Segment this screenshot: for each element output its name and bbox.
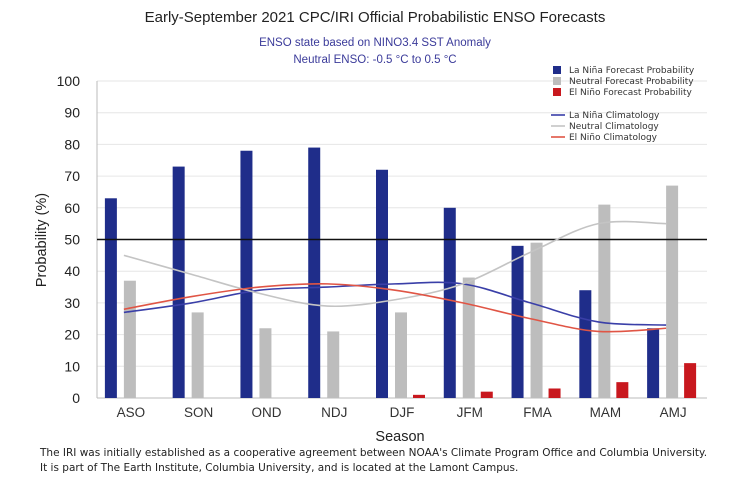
bar-el-fma <box>548 388 561 398</box>
bar-neutral-son <box>191 312 204 398</box>
chart-subtitle-line: Neutral ENSO: -0.5 °C to 0.5 °C <box>293 54 456 66</box>
x-tick-label: JFM <box>457 405 483 420</box>
bar-neutral-aso <box>123 280 136 398</box>
y-tick-label: 20 <box>64 327 80 343</box>
x-tick-label: MAM <box>590 405 622 420</box>
line-el-nino-climatology <box>123 282 667 333</box>
x-tick-label: NDJ <box>321 405 347 420</box>
bar-neutral-ond <box>259 328 272 398</box>
legend-label: El Niño Climatology <box>569 133 658 143</box>
y-tick-label: 80 <box>64 136 80 152</box>
legend-label: El Niño Forecast Probability <box>569 88 693 98</box>
bar-la-mam <box>579 290 592 398</box>
line-la-nina-climatology <box>123 281 667 326</box>
footnote-line-2: It is part of The Earth Institute, Colum… <box>40 462 519 474</box>
bar-neutral-jfm <box>462 277 475 398</box>
legend-label: La Niña Climatology <box>569 111 660 121</box>
y-tick-label: 50 <box>64 232 80 248</box>
bar-neutral-amj <box>666 185 679 398</box>
x-tick-label: DJF <box>390 405 415 420</box>
x-tick-label: AMJ <box>660 405 687 420</box>
y-axis-label: Probability (%) <box>34 193 50 287</box>
y-tick-label: 10 <box>64 358 80 374</box>
bar-la-son <box>172 166 185 398</box>
legend-swatch <box>553 77 561 85</box>
bar-el-amj <box>684 363 697 398</box>
bar-la-jfm <box>443 207 456 398</box>
y-tick-label: 30 <box>64 295 80 311</box>
bar-el-djf <box>413 394 425 398</box>
legend-label: Neutral Climatology <box>569 122 659 132</box>
legend-label: Neutral Forecast Probability <box>569 77 694 87</box>
bar-el-mam <box>616 382 629 398</box>
line-neutral-climatology <box>123 220 667 308</box>
y-tick-label: 60 <box>64 200 80 216</box>
y-tick-label: 0 <box>72 390 80 406</box>
legend-swatch <box>553 66 561 74</box>
bar-neutral-ndj <box>327 331 340 398</box>
bar-el-jfm <box>480 391 493 398</box>
bar-neutral-djf <box>395 312 407 398</box>
bar-la-aso <box>104 198 117 398</box>
x-tick-label: ASO <box>117 405 146 420</box>
y-tick-label: 100 <box>57 73 81 89</box>
y-tick-label: 90 <box>64 105 80 121</box>
bar-neutral-mam <box>598 204 611 398</box>
x-tick-label: OND <box>251 405 281 420</box>
bar-la-fma <box>511 245 524 398</box>
y-tick-label: 70 <box>64 168 80 184</box>
x-axis-label: Season <box>375 429 424 445</box>
bar-la-ndj <box>308 147 321 398</box>
footnote-line-1: The IRI was initially established as a c… <box>40 447 708 459</box>
chart-title: Early-September 2021 CPC/IRI Official Pr… <box>145 9 606 26</box>
x-tick-label: SON <box>184 405 213 420</box>
legend-swatch <box>553 88 561 96</box>
chart-subtitle-line: ENSO state based on NINO3.4 SST Anomaly <box>259 37 491 49</box>
y-tick-label: 40 <box>64 263 80 279</box>
legend-label: La Niña Forecast Probability <box>569 66 695 76</box>
footnote: The IRI was initially established as a c… <box>40 446 740 476</box>
x-tick-label: FMA <box>523 405 552 420</box>
bar-la-ond <box>240 150 253 398</box>
bar-la-amj <box>647 328 660 398</box>
